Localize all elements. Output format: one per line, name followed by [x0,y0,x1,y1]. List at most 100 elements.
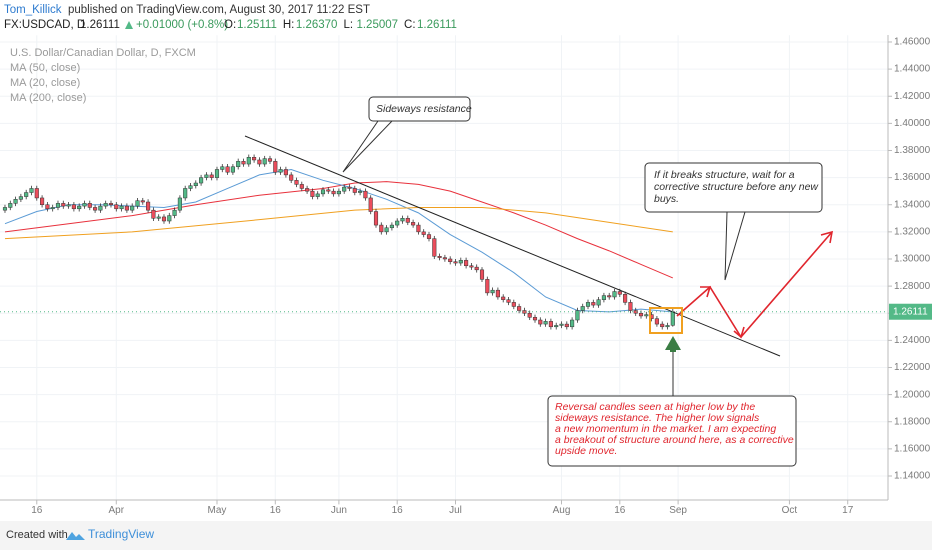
candle-body [315,193,320,197]
candle-body [214,169,220,178]
y-tick-label: 1.34000 [894,199,931,210]
ohlc-label: L: [343,19,353,31]
last-price-tag [889,303,932,320]
y-tick-label: 1.36000 [894,172,931,183]
footer-brand[interactable]: TradingView [88,527,154,541]
author[interactable]: Tom_Killick [4,4,62,16]
candle-body [262,158,267,165]
candle-body [246,157,251,165]
published: published on TradingView.com, August 30,… [68,4,370,16]
candle-body [55,203,61,208]
candle-body [575,310,580,321]
candle-body [342,186,347,192]
candle-body [601,295,606,300]
candle-body [638,312,644,317]
candle-body [384,227,389,233]
candle-body [199,177,204,184]
candle-body [326,189,331,192]
callout-pointer [342,120,393,173]
candle-body [538,319,543,325]
y-tick-label: 1.16000 [894,444,931,455]
candle-body [172,209,177,216]
legend: MA (50, close) MA (20, close) MA (200, clo… [10,62,86,104]
candle-body [29,188,34,193]
candle-body [98,205,103,211]
ohlc: O: 1.25111 H: 1.26370 L: 1.25007 C: 1.26111 [224,19,457,31]
callout-box [644,162,823,213]
y-tick-label: 1.28000 [894,281,931,292]
last-price: 1.26111 [80,19,120,31]
annotation: buys. [654,193,679,205]
trend-line [244,135,781,357]
candle-body [670,311,675,326]
candle-body [61,203,66,207]
candle-body [241,161,246,165]
candle-body [305,188,310,192]
candle-body [559,323,564,326]
x-tick-label: 16 [392,505,404,516]
candle-body [8,203,13,208]
candle-body [543,321,548,325]
candle-body [119,205,124,210]
candle-body [554,325,559,328]
symbol: FX:USDCAD, D [4,19,85,31]
candle-body [40,197,45,205]
candle-body [114,204,119,210]
arrow-head [700,286,712,298]
candle-body [501,296,506,300]
candle-body [389,224,394,229]
candle-body [34,188,39,199]
candle-body [448,258,453,262]
candle-body [257,159,262,165]
candle-body [273,161,278,173]
candle-body [607,295,612,298]
candle-body [320,189,326,195]
candle-body [591,302,596,306]
y-tick-label: 1.44000 [894,64,931,75]
candle-body [352,188,357,193]
candle-body [193,182,198,186]
candle-body [66,204,71,207]
candle-body [156,216,161,219]
y-tick-label: 1.46000 [894,37,931,48]
candle-body [283,169,288,176]
candle-body [24,192,29,197]
x-tick-label: Oct [782,505,798,516]
ohlc-value: 1.25111 [237,19,277,31]
candle-body [299,184,304,189]
candle-body [570,319,575,328]
y-tick-label: 1.38000 [894,145,931,156]
candle-body [532,317,538,321]
candle-body [421,231,426,235]
candle-body [660,323,665,328]
y-tick-label: 1.40000 [894,118,931,129]
annotation: If it breaks structure, wait for a [654,169,795,181]
candle-body [368,197,373,212]
candle-body [644,314,649,317]
candle-body [580,306,585,311]
x-tick-label: May [208,505,227,516]
candle-body [289,174,294,181]
candle-body [373,211,379,226]
candle-body [93,207,98,211]
highlight-box [649,307,683,334]
candle-body [442,257,447,260]
x-tick-label: Jul [449,505,462,516]
annotation: a breakout of structure around here, as … [555,434,794,446]
axes: 1.14000 1.16000 1.18000 1.20000 1.22000 1.240… [0,37,932,516]
ohlc-label: C: [404,19,416,31]
y-tick-label: 1.42000 [894,91,931,102]
x-tick-label: Aug [553,505,571,516]
y-tick-label: 1.30000 [894,254,931,265]
candle-body [464,260,469,267]
candle-body [45,204,50,210]
candle-body [432,238,437,257]
candle-body [13,199,18,204]
candle-body [623,293,628,303]
candle-body [654,318,659,325]
arrow-head [820,230,834,244]
y-tick-label: 1.22000 [894,362,931,373]
drawings: Sideways resistance If it breaks structu… [244,96,834,467]
candle-body [167,215,172,222]
